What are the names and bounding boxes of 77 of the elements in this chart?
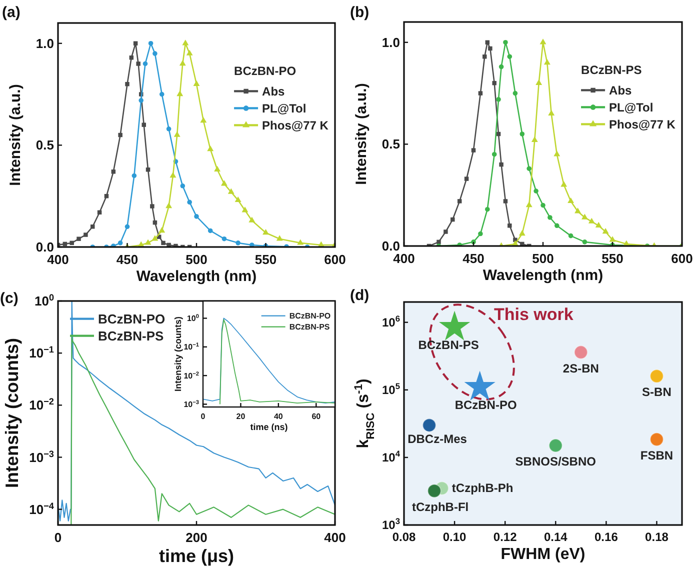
x-tick-label: 20 (236, 412, 246, 421)
x-tick-label: 400 (324, 530, 346, 545)
y-tick-label: 1.0 (382, 34, 400, 50)
series-label: DBCz-Mes (408, 432, 468, 446)
legend-label: Abs (609, 84, 632, 98)
series-label: SBNOS/SBNO (515, 454, 596, 469)
y-tick-label: 10$^{−3}$ (184, 400, 199, 410)
x-tick-label: 600 (324, 252, 346, 267)
series-label: FSBN (640, 448, 674, 462)
legend-label: Abs (262, 84, 286, 99)
y-tick-label: 10$^{4}$ (382, 448, 400, 465)
legend-title: BCzBN-PS (581, 63, 642, 77)
y-tick-label: 10$^{0}$ (186, 314, 199, 324)
x-tick-label: 0.16 (594, 530, 618, 544)
x-tick-label: 0.18 (645, 530, 669, 544)
x-tick-label: 200 (186, 530, 208, 545)
legend-label: Phos@77 K (609, 118, 676, 132)
x-tick-label: 500 (532, 251, 554, 266)
y-tick-label: 1.0 (36, 36, 54, 51)
x-tick-label: 400 (47, 252, 69, 267)
chart-title: (a) (2, 4, 20, 21)
x-axis-title: FWHM (eV) (500, 546, 586, 563)
y-tick-label: 10$^{3}$ (382, 516, 400, 532)
x-tick-label: 0 (54, 530, 62, 545)
series-label: BCzBN-PS (418, 338, 479, 352)
x-tick-label: 40 (274, 412, 284, 421)
series-label: tCzphB-Ph (452, 481, 514, 496)
x-tick-label: 0.12 (493, 530, 518, 544)
x-tick-label: 500 (186, 252, 208, 267)
y-tick-label: 0.5 (382, 136, 400, 152)
series-label: BCzBN-PO (454, 398, 517, 412)
y-tick-label: 10$^{6}$ (382, 314, 400, 330)
x-tick-label: 0.10 (442, 530, 467, 544)
x-tick-label: 550 (602, 251, 624, 266)
y-tick-label: 10$^{−1}$ (184, 342, 199, 352)
y-tick-label: 10$^{−1}$ (29, 344, 54, 361)
y-axis-title: Intensity (counts) (2, 338, 22, 488)
legend-label: PL@Tol (262, 102, 306, 116)
x-tick-label: 450 (116, 252, 138, 267)
y-axis-title: Intensity (a.u.) (7, 84, 24, 186)
y-axis-title: Intensity (a.u.) (353, 83, 370, 185)
chart-title: (c) (0, 290, 18, 307)
x-tick-label: 550 (254, 252, 277, 267)
legend-label: BCzBN-PS (289, 322, 330, 332)
y-axis-title: Intensity (counts) (173, 316, 183, 392)
x-tick-label: 0.08 (392, 530, 416, 544)
annotation: This work (494, 305, 574, 324)
x-axis-title: Wavelength (nm) (482, 267, 604, 284)
x-tick-label: 60 (312, 412, 322, 421)
legend-label: PL@Tol (609, 100, 654, 115)
x-axis-title: time (μs) (158, 546, 234, 566)
legend-label: BCzBN-PO (289, 312, 331, 321)
x-axis-title: Wavelength (nm) (136, 268, 257, 285)
chart-title: (d) (350, 287, 370, 304)
y-tick-label: 10$^{0}$ (34, 292, 54, 309)
y-tick-label: 10$^{−2}$ (29, 396, 54, 413)
series-label: S-BN (642, 385, 672, 400)
legend-label: Phos@77 K (262, 118, 329, 133)
x-tick-label: 400 (393, 251, 415, 266)
x-axis-title: time (ns) (250, 422, 288, 432)
legend-label: BCzBN-PO (98, 311, 166, 326)
y-tick-label: 10$^{5}$ (382, 381, 400, 398)
y-tick-label: 10$^{−3}$ (29, 448, 54, 465)
y-tick-label: 0.5 (36, 138, 54, 153)
y-tick-label: 10$^{−4}$ (29, 500, 55, 517)
y-tick-label: 0.0 (36, 240, 54, 255)
legend-label: BCzBN-PS (98, 328, 164, 344)
x-tick-label: 600 (671, 251, 693, 266)
y-tick-label: 0.0 (382, 238, 400, 254)
x-tick-label: 0 (200, 412, 206, 421)
x-tick-label: 0.14 (544, 530, 568, 544)
x-tick-label: 450 (462, 251, 484, 266)
legend-title: BCzBN-PO (234, 64, 296, 78)
series-label: tCzphB-Fl (412, 500, 469, 514)
series-label: 2S-BN (562, 361, 599, 376)
chart-title: (b) (350, 4, 370, 21)
y-tick-label: 10$^{−2}$ (184, 371, 199, 380)
